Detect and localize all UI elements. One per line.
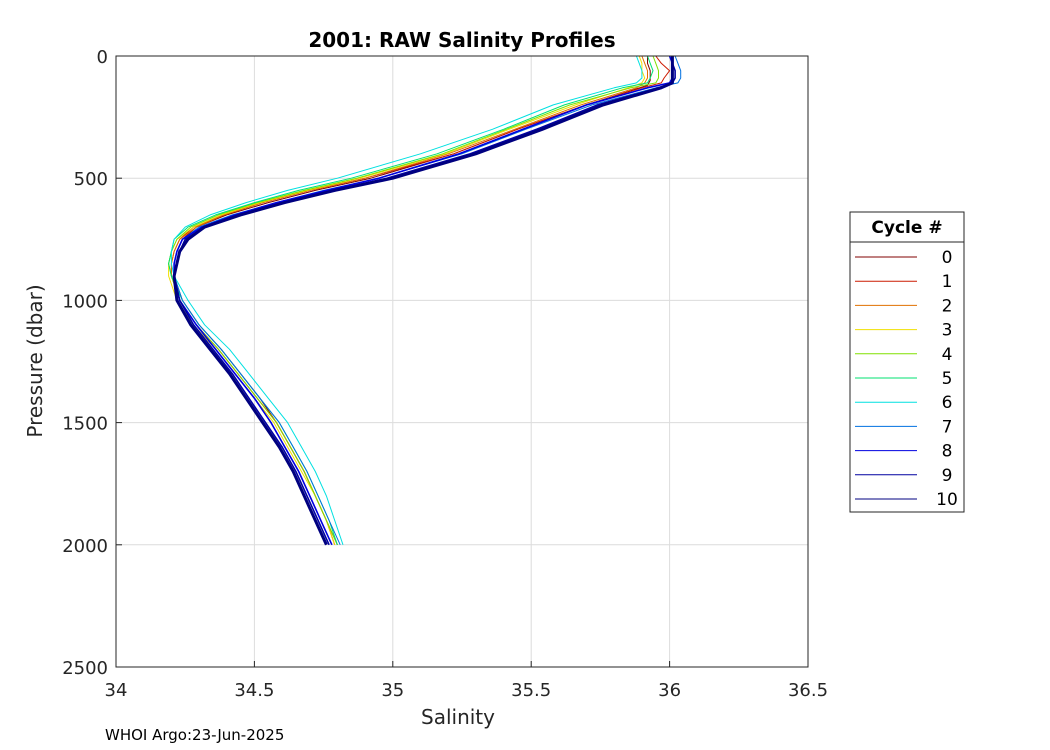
y-tick-label: 500: [74, 169, 108, 190]
y-tick-label: 2000: [62, 536, 108, 557]
y-tick-label: 1000: [62, 291, 108, 312]
legend-label: 4: [942, 345, 953, 365]
x-tick-label: 35.5: [511, 680, 551, 701]
series-group: [168, 55, 682, 546]
grid-lines: [116, 56, 808, 667]
legend-label: 6: [942, 393, 953, 413]
x-tick-label: 36.5: [788, 680, 828, 701]
y-tick-label: 1500: [62, 414, 108, 435]
x-axis-label: Salinity: [421, 705, 495, 729]
legend-label: 3: [942, 321, 953, 341]
legend-items: 0 1 2 3 4 5 6 7 8 9 10: [855, 248, 958, 510]
legend-label: 0: [942, 248, 953, 268]
series-line-cycle-10: [172, 56, 674, 546]
legend-label: 10: [936, 490, 958, 510]
legend-label: 9: [942, 466, 953, 486]
y-tick-labels: 0 500 1000 1500 2000 2500: [62, 47, 122, 679]
legend-label: 1: [942, 272, 953, 292]
y-axis-label: Pressure (dbar): [23, 284, 47, 437]
series-line-cycle-6: [170, 55, 643, 545]
chart-title: 2001: RAW Salinity Profiles: [308, 28, 615, 52]
footer-credit: WHOI Argo:23-Jun-2025: [105, 726, 284, 744]
legend-label: 2: [942, 296, 953, 316]
legend: Cycle # 0 1 2 3 4 5 6 7 8 9 10: [849, 211, 965, 513]
plot-area: [115, 55, 809, 668]
x-tick-label: 34.5: [234, 680, 274, 701]
legend-title: Cycle #: [871, 218, 942, 238]
x-tick-labels: 34 34.5 35 35.5 36 36.5: [105, 661, 828, 701]
legend-label: 5: [942, 369, 953, 389]
series-line-cycle-8: [173, 55, 674, 546]
series-line-cycle-4: [168, 55, 659, 546]
x-tick-label: 36: [658, 680, 681, 701]
y-tick-label: 2500: [62, 658, 108, 679]
y-tick-label: 0: [97, 47, 108, 68]
legend-label: 7: [942, 417, 953, 437]
legend-box: [849, 211, 965, 513]
x-tick-label: 34: [105, 680, 128, 701]
x-tick-label: 35: [381, 680, 404, 701]
legend-label: 8: [942, 442, 953, 462]
axes-box: [115, 55, 809, 668]
